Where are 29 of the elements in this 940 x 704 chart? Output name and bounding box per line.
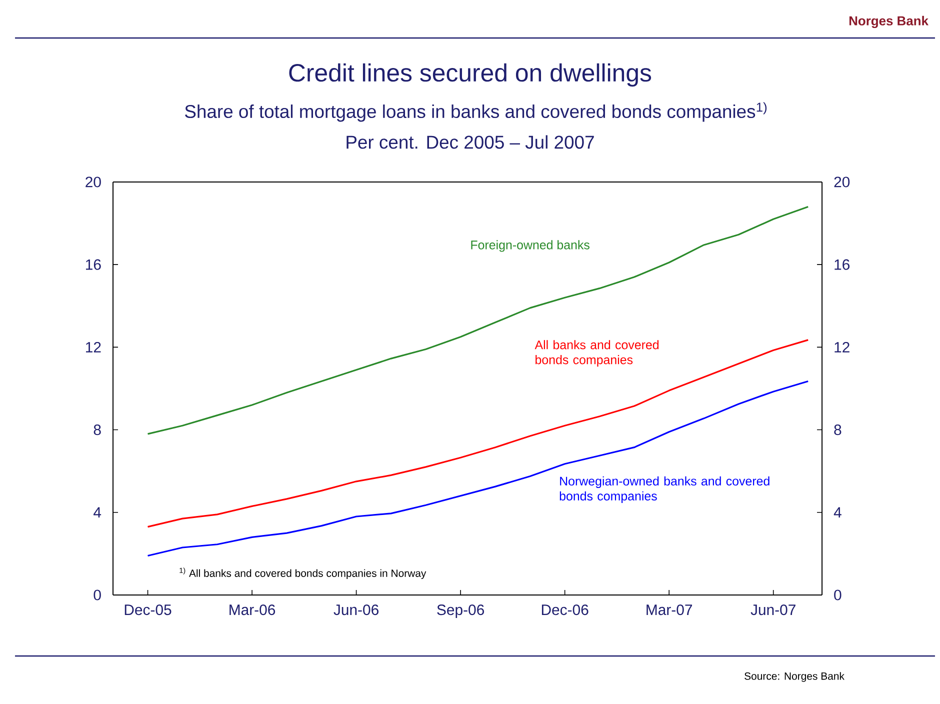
y2-tick-label: 4 (94, 507, 102, 518)
text: Foreign-owned banks (471, 240, 590, 252)
y-tick-label: 12 (834, 342, 850, 352)
y2-tick-label: 16 (86, 259, 101, 270)
chart-title: Credit lines secured on dwellings (289, 63, 652, 87)
x-tick-label: Mar-07 (646, 604, 692, 616)
x-tick-label: Dec-05 (124, 604, 172, 616)
text: Per cent. Dec 2005 – Jul 2007 (346, 135, 594, 149)
text: All banks and covered bonds companies (534, 340, 659, 367)
x-tick-label: Dec-06 (542, 604, 588, 616)
x-tick-label: Mar-06 (230, 604, 276, 616)
y-tick-label: 20 (834, 176, 850, 188)
y2-tick-label: 0 (94, 590, 101, 600)
y-tick-label: 4 (834, 507, 842, 518)
y2-tick-label: 8 (94, 424, 101, 436)
y-tick-label: 8 (834, 424, 842, 436)
source-note: Source: Norges Bank (744, 672, 844, 682)
series-label: Norwegian-owned banks and covered bonds companies (560, 476, 770, 503)
annotation: $^{1)}$ All banks and covered bonds companies in Norway (180, 568, 426, 580)
y-tick-label: 16 (834, 259, 850, 270)
x-tick-label: Jun-07 (750, 604, 796, 616)
chart-subtitle: Share of total mortgage loans in banks and covered bonds companies$^{1)}$ (185, 102, 767, 122)
x-tick-label: Jun-06 (334, 604, 378, 616)
x-tick-label: Sep-06 (437, 604, 484, 618)
line-series (146, 206, 809, 435)
y-tick-label: 0 (834, 590, 842, 600)
y2-tick-label: 12 (86, 342, 101, 352)
text: Norges Bank (849, 16, 928, 28)
y2-tick-label: 20 (86, 176, 101, 188)
